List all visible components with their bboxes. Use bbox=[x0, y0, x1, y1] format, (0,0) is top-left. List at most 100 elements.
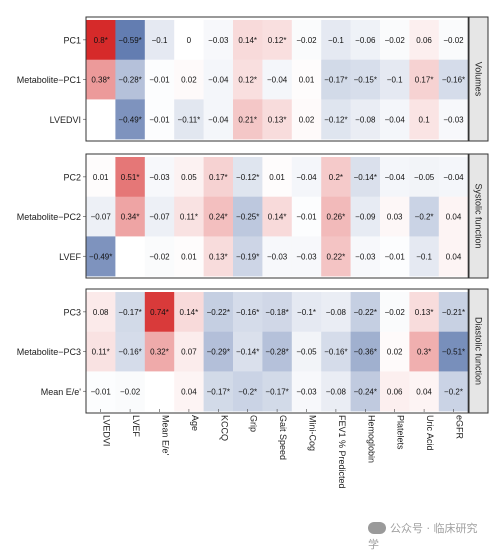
cell-value-label: 0.51* bbox=[121, 173, 140, 182]
heatmap-cell bbox=[144, 59, 175, 100]
heatmap-cell bbox=[115, 59, 146, 100]
cell-value-label: −0.2* bbox=[444, 387, 463, 396]
cell-value-label: −0.1 bbox=[152, 36, 168, 45]
heatmap-cell bbox=[291, 196, 322, 237]
cell-value-label: −0.17* bbox=[265, 387, 288, 396]
cell-value-label: 0.12* bbox=[268, 36, 287, 45]
cell-value-label: −0.05 bbox=[414, 173, 435, 182]
heatmap-cell bbox=[115, 292, 146, 332]
cell-value-label: −0.24* bbox=[354, 387, 377, 396]
heatmap-cell bbox=[409, 236, 440, 277]
heatmap-cell bbox=[203, 59, 234, 100]
heatmap-cell bbox=[174, 157, 204, 197]
heatmap-cell bbox=[86, 196, 116, 237]
heatmap-cell bbox=[203, 292, 234, 332]
heatmap-cell bbox=[291, 331, 322, 372]
cell-value-label: −0.03 bbox=[296, 387, 317, 396]
heatmap-cell bbox=[174, 20, 204, 60]
panel-border bbox=[85, 288, 469, 414]
heatmap-cell bbox=[291, 236, 322, 277]
heatmap-cell bbox=[409, 99, 440, 140]
cell-value-label: −0.12* bbox=[324, 115, 347, 124]
heatmap-cell bbox=[321, 371, 351, 412]
cell-value-label: −0.1 bbox=[387, 76, 403, 85]
cell-value-label: −0.03 bbox=[267, 252, 288, 261]
heatmap-cell bbox=[233, 99, 263, 140]
cell-value-label: 0.2* bbox=[329, 173, 343, 182]
heatmap-cell bbox=[233, 371, 263, 412]
heatmap-cell bbox=[115, 331, 146, 372]
panel-1: 0.8* −0.59* −0.1 0 −0.03 0.14* 0.12* −0.02 −0.1 −… bbox=[17, 16, 489, 142]
heatmap-cell bbox=[174, 196, 204, 237]
cell-value-label: −0.07 bbox=[91, 213, 112, 222]
heatmap-cell bbox=[203, 20, 234, 60]
facet-strip-label: Volumes bbox=[474, 62, 484, 97]
heatmap-cell bbox=[144, 157, 175, 197]
cell-value-label: −0.21* bbox=[442, 308, 465, 317]
heatmap-cell bbox=[115, 236, 146, 277]
facet-strip bbox=[468, 288, 489, 414]
heatmap-cell bbox=[115, 157, 146, 197]
heatmap-cell bbox=[321, 236, 351, 277]
cell-value-label: −0.08 bbox=[326, 387, 347, 396]
heatmap-cell bbox=[262, 371, 293, 412]
cell-value-label: −0.01 bbox=[91, 387, 112, 396]
heatmap-cell bbox=[380, 157, 410, 197]
heatmap-cell bbox=[174, 99, 204, 140]
heatmap-cell bbox=[86, 331, 116, 372]
heatmap-cell bbox=[321, 196, 351, 237]
x-tick-label: Gait Speed bbox=[278, 415, 288, 460]
cell-value-label: 0.01 bbox=[181, 252, 197, 261]
heatmap-cell bbox=[291, 292, 322, 332]
cell-value-label: −0.25* bbox=[236, 213, 259, 222]
heatmap-cell bbox=[86, 371, 116, 412]
panel-border bbox=[85, 153, 469, 279]
cell-value-label: −0.28* bbox=[265, 348, 288, 357]
cell-value-label: −0.08 bbox=[355, 115, 376, 124]
cell-value-label: −0.03 bbox=[149, 173, 170, 182]
x-tick-label: KCCQ bbox=[219, 415, 229, 441]
heatmap-cell bbox=[233, 20, 263, 60]
x-tick-label: Uric Acid bbox=[425, 415, 435, 451]
heatmap-cell bbox=[262, 157, 293, 197]
heatmap-cell bbox=[262, 99, 293, 140]
row-label: PC3 bbox=[63, 307, 81, 317]
heatmap-cell bbox=[144, 371, 175, 412]
facet-strip bbox=[468, 16, 489, 142]
heatmap-cell bbox=[409, 292, 440, 332]
cell-value-label: −0.01 bbox=[385, 252, 406, 261]
heatmap-cell bbox=[203, 236, 234, 277]
heatmap-cell bbox=[174, 292, 204, 332]
heatmap-cell bbox=[144, 20, 175, 60]
heatmap-cell bbox=[350, 20, 381, 60]
heatmap-cell bbox=[380, 20, 410, 60]
cell-value-label: 0.06 bbox=[416, 36, 432, 45]
heatmap-cell bbox=[262, 59, 293, 100]
heatmap-cell bbox=[144, 236, 175, 277]
heatmap-cell bbox=[115, 99, 146, 140]
heatmap-cell bbox=[86, 236, 116, 277]
cell-value-label: −0.17* bbox=[324, 76, 347, 85]
cell-value-label: −0.05 bbox=[296, 348, 317, 357]
cell-value-label: −0.15* bbox=[354, 76, 377, 85]
wechat-logo-icon bbox=[368, 522, 386, 534]
heatmap-cell bbox=[174, 236, 204, 277]
heatmap-cell bbox=[350, 59, 381, 100]
cell-value-label: 0.02 bbox=[181, 76, 197, 85]
cell-value-label: 0.11* bbox=[92, 348, 110, 357]
heatmap-cell bbox=[203, 157, 234, 197]
cell-value-label: −0.04 bbox=[267, 76, 288, 85]
heatmap-cell bbox=[438, 371, 469, 412]
cell-value-label: 0.01 bbox=[93, 173, 109, 182]
cell-value-label: −0.04 bbox=[296, 173, 317, 182]
heatmap-cell bbox=[86, 59, 116, 100]
cell-value-label: −0.49* bbox=[118, 115, 141, 124]
x-tick-label: Grip bbox=[249, 415, 259, 432]
heatmap-cell bbox=[115, 196, 146, 237]
cell-value-label: −0.2* bbox=[415, 213, 434, 222]
heatmap-cell bbox=[380, 331, 410, 372]
heatmap-cell bbox=[291, 157, 322, 197]
heatmap-cell bbox=[409, 20, 440, 60]
heatmap-cell bbox=[380, 236, 410, 277]
cell-value-label: −0.04 bbox=[208, 76, 229, 85]
